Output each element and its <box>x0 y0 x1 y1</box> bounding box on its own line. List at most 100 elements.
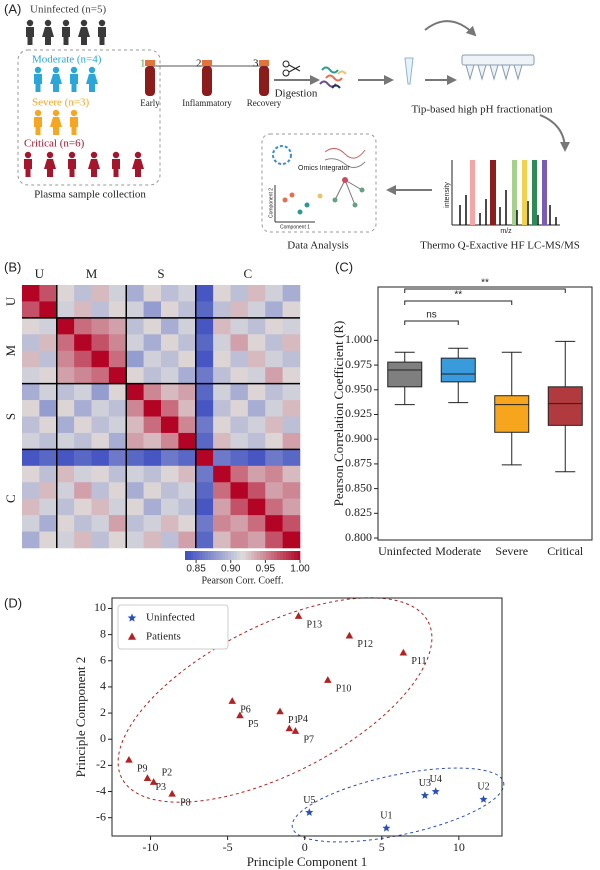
analysis-graphics <box>272 145 366 223</box>
heatmap-cell <box>213 400 231 417</box>
person-icon <box>34 109 42 117</box>
point-label: P4 <box>297 714 308 725</box>
colorbar-segment <box>282 551 286 560</box>
person-icon <box>34 66 42 74</box>
step-label: Digestion <box>275 88 318 100</box>
colorbar-segment <box>245 551 249 560</box>
heatmap-cell <box>195 416 214 434</box>
heatmap-cell <box>161 350 179 368</box>
point-label: P3 <box>155 782 166 793</box>
box <box>494 395 530 433</box>
heatmap-cell <box>91 350 110 368</box>
step-label: Thermo Q-Exactive HF LC-MS/MS <box>420 240 580 252</box>
y-tick-label: 0.900 <box>345 431 372 445</box>
point-label: P9 <box>137 763 148 774</box>
heatmap-cell <box>39 301 58 319</box>
y-tick-label: 0.850 <box>345 480 372 494</box>
heatmap-cell <box>39 432 58 450</box>
heatmap-cell <box>74 367 92 384</box>
y-tick-label: -2 <box>96 757 106 771</box>
heatmap-cell <box>178 416 197 434</box>
heatmap-cell <box>143 515 162 532</box>
point-label: P2 <box>162 768 173 779</box>
heatmap-cell <box>56 383 75 401</box>
heatmap-cell <box>22 416 40 434</box>
heatmap-cell <box>22 449 40 467</box>
heatmap-cell <box>161 334 179 352</box>
y-tick-label: 1.000 <box>345 332 372 346</box>
data-point <box>382 824 391 832</box>
group-label: S <box>157 266 164 281</box>
colorbar-segment <box>228 551 232 560</box>
heatmap-cell <box>265 383 283 401</box>
heatmap-cell <box>230 383 249 401</box>
heatmap-cell <box>126 317 144 335</box>
data-point <box>168 789 176 797</box>
box <box>547 386 583 426</box>
heatmap-cell <box>74 350 92 368</box>
heatmap-cell <box>22 350 40 368</box>
heatmap-cell <box>213 317 231 335</box>
colorbar-segment <box>242 551 246 560</box>
heatmap-cell <box>247 301 266 319</box>
point-label: P10 <box>336 684 352 695</box>
legend-marker <box>127 613 137 622</box>
heatmap-cell <box>178 367 197 384</box>
legend-marker <box>127 632 137 640</box>
colorbar-segment <box>268 551 272 560</box>
heatmap-cell <box>22 285 40 302</box>
heatmap-cell <box>247 400 266 417</box>
y-axis-label: Pearson Correlation Coefficient (R) <box>331 321 346 507</box>
heatmap-cell <box>265 317 283 335</box>
point-label: P6 <box>240 705 251 716</box>
heatmap-cell <box>39 367 58 384</box>
heatmap-cell <box>213 285 231 302</box>
analysis-box <box>261 133 377 233</box>
person-icon <box>70 66 78 74</box>
heatmap-cell <box>56 482 75 499</box>
x-tick-label: 5 <box>379 840 385 854</box>
group-label: Uninfected (n=5) <box>30 4 106 16</box>
heatmap-cell <box>126 334 144 352</box>
heatmap-cell <box>22 400 40 417</box>
heatmap-cell <box>161 432 179 450</box>
heatmap-cell <box>108 531 127 549</box>
heatmap-cell <box>282 531 301 549</box>
heatmap-cell <box>282 285 301 302</box>
heatmap-cell <box>161 285 179 302</box>
heatmap-cell <box>230 416 249 434</box>
data-point <box>125 755 133 763</box>
heatmap-cell <box>282 317 301 335</box>
heatmap-cell <box>108 465 127 483</box>
heatmap-cell <box>126 301 144 319</box>
person-icon <box>112 151 120 159</box>
y-axis-label: Principle Component 2 <box>73 657 88 778</box>
heatmap-cell <box>39 465 58 483</box>
colorbar-segment <box>193 551 197 560</box>
spectrum-axis: m/z <box>500 228 512 235</box>
heatmap-cell <box>126 400 144 417</box>
data-point <box>294 612 303 619</box>
data-point <box>291 727 300 734</box>
heatmap-cell <box>91 416 110 434</box>
x-tick-label: -5 <box>223 840 233 854</box>
person-icon <box>62 19 70 27</box>
heatmap-cell <box>39 383 58 401</box>
heatmap-cell <box>91 498 110 516</box>
heatmap-cell <box>178 531 197 549</box>
heatmap-cell <box>282 482 301 499</box>
heatmap-cell <box>74 498 92 516</box>
heatmap-cell <box>213 432 231 450</box>
heatmap-cell <box>161 449 179 467</box>
heatmap-cell <box>143 498 162 516</box>
heatmap-cell <box>230 350 249 368</box>
colorbar-segment <box>285 551 289 560</box>
heatmap-cell <box>22 317 40 335</box>
heatmap-cell <box>195 350 214 368</box>
heatmap-cell <box>247 515 266 532</box>
analysis-axis: Component 1 <box>280 224 310 230</box>
plot-frame <box>111 597 503 837</box>
heatmap-cell <box>247 317 266 335</box>
colorbar-segment <box>248 551 252 560</box>
heatmap-cell <box>213 350 231 368</box>
